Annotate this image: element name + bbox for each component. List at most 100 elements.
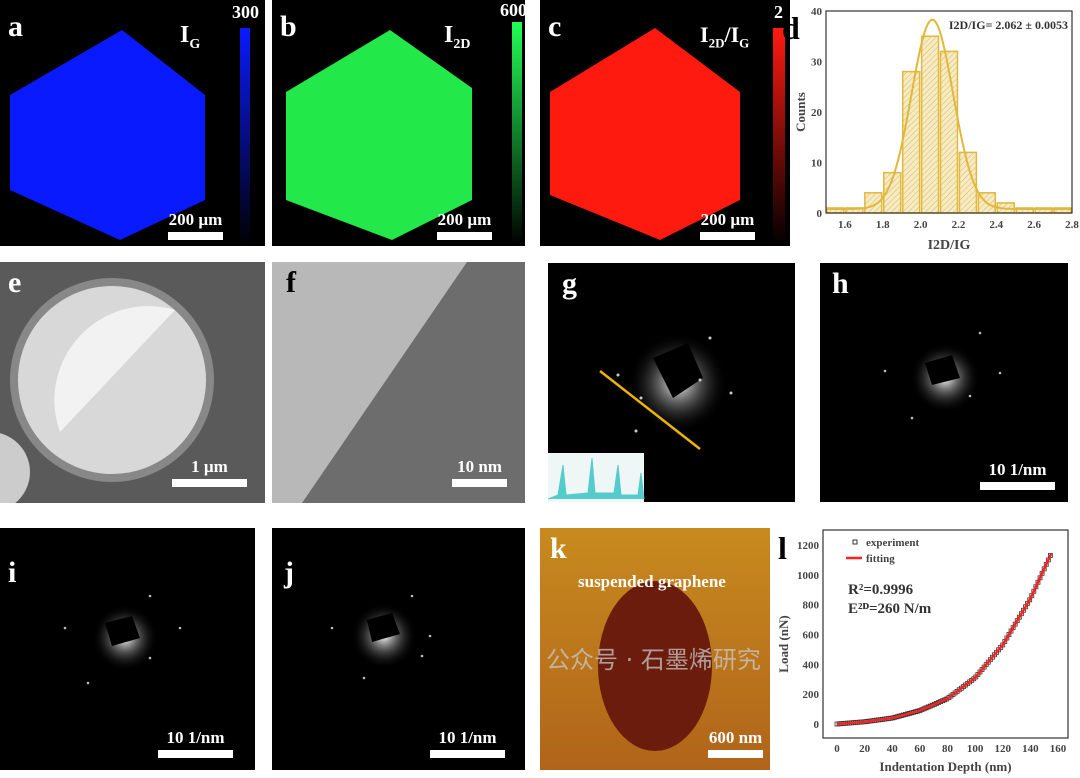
scale-bar-line xyxy=(708,750,763,758)
scale-label: 10 1/nm xyxy=(438,728,497,747)
scale-bar: 10 nm xyxy=(452,457,507,487)
fit-result-title: I2D/IG= 2.062 ± 0.0053 xyxy=(949,18,1068,32)
panel-letter: e xyxy=(8,266,22,299)
panel-letter: c xyxy=(548,10,562,43)
y-axis-label: Counts xyxy=(793,92,808,132)
colorbar-max: 2 xyxy=(774,2,783,22)
panel-f: f 10 nm xyxy=(272,262,525,503)
map-label: I2D/IG xyxy=(700,22,749,51)
map-label: I2D xyxy=(444,22,470,53)
x-tick-label: 2.2 xyxy=(952,219,966,231)
panel-g: g xyxy=(548,263,795,502)
x-tick-label: 2.0 xyxy=(914,219,928,231)
x-tick-label: 20 xyxy=(859,743,871,755)
map-label-sub: 2D xyxy=(453,36,471,52)
scale-bar-line xyxy=(168,232,223,240)
y-tick-label: 200 xyxy=(803,689,820,701)
x-tick-label: 160 xyxy=(1050,743,1067,755)
scale-bar-line xyxy=(430,750,505,758)
annotation-modulus: E²ᴰ=260 N/m xyxy=(848,601,932,617)
diffraction-pattern xyxy=(330,594,432,680)
map-label-sub: 2D xyxy=(708,35,725,51)
legend-marker-experiment xyxy=(852,539,858,545)
panel-letter: k xyxy=(550,532,567,565)
x-tick-label: 40 xyxy=(887,743,899,755)
scale-bar-line xyxy=(172,479,247,487)
ig-map xyxy=(10,30,205,240)
panel-j: j 10 1/nm xyxy=(272,528,525,770)
colorbar-max: 300 xyxy=(232,2,259,22)
scale-bar: 200 µm xyxy=(168,210,223,240)
annotation: suspended graphene xyxy=(578,572,726,591)
x-tick-label: 60 xyxy=(914,743,926,755)
y-tick-label: 1200 xyxy=(797,540,820,552)
panel-letter: j xyxy=(284,556,294,589)
legend-label: experiment xyxy=(866,537,919,549)
x-tick-label: 100 xyxy=(967,743,984,755)
scale-bar-line xyxy=(437,232,492,240)
annotation-r2: R²=0.9996 xyxy=(848,582,914,598)
panel-letter: a xyxy=(8,10,23,43)
scale-label: 200 µm xyxy=(700,210,755,229)
plot-frame xyxy=(822,529,1069,739)
plot-frame xyxy=(825,10,1073,214)
diffraction-pattern xyxy=(63,594,182,685)
scale-bar-line xyxy=(700,232,755,240)
y-tick-label: 600 xyxy=(803,630,820,642)
x-tick-label: 0 xyxy=(834,743,840,755)
scale-bar: 10 1/nm xyxy=(158,728,233,758)
scale-label: 10 nm xyxy=(457,457,502,476)
scale-bar-line xyxy=(158,750,233,758)
profile-line xyxy=(599,370,701,450)
panel-letter: b xyxy=(280,10,297,43)
map-label-sub-2: G xyxy=(739,35,750,51)
i2d-map xyxy=(286,30,472,240)
panel-h: h 10 1/nm xyxy=(820,263,1068,502)
y-tick-label: 10 xyxy=(811,158,823,170)
colorbar xyxy=(773,28,785,246)
scale-bar-line xyxy=(980,482,1055,490)
afm-image xyxy=(598,581,712,751)
x-tick-label: 2.4 xyxy=(989,219,1003,231)
x-tick-label: 1.6 xyxy=(838,219,852,231)
x-tick-label: 2.6 xyxy=(1027,219,1041,231)
y-tick-label: 20 xyxy=(811,107,823,119)
panel-b: b I2D 600 200 µm xyxy=(272,0,525,246)
scale-label: 10 1/nm xyxy=(166,728,225,747)
tem-image xyxy=(0,278,214,503)
scale-label: 10 1/nm xyxy=(988,460,1047,479)
panel-c: c I2D/IG 2 200 µm xyxy=(540,0,790,246)
y-tick-label: 1000 xyxy=(797,570,820,582)
gaussian-fit-line xyxy=(825,18,1072,210)
scale-bar-line xyxy=(452,479,507,487)
suspended-region xyxy=(598,581,712,751)
scale-bar: 10 1/nm xyxy=(980,460,1055,490)
panel-letter: g xyxy=(562,267,577,300)
fitting-line xyxy=(836,553,1053,726)
x-tick-label: 120 xyxy=(995,743,1012,755)
panel-letter: h xyxy=(832,267,849,300)
colorbar xyxy=(240,28,250,246)
flake-hexagon xyxy=(10,30,205,240)
scale-label: 200 µm xyxy=(437,210,492,229)
histogram-chart: 1.6 1.8 2.0 2.2 2.4 2.6 2.8 0 10 20 30 40 I2D/IG Coun… xyxy=(793,6,1079,253)
scale-label: 600 nm xyxy=(708,728,763,747)
panel-i: i 10 1/nm xyxy=(0,528,255,770)
scale-bar: 10 1/nm xyxy=(430,728,505,758)
colorbar xyxy=(512,22,522,246)
ratio-map xyxy=(550,28,740,240)
scale-bar: 600 nm xyxy=(708,728,763,758)
map-label: IG xyxy=(180,22,200,53)
panel-e: e 1 µm xyxy=(0,262,265,503)
panel-a: a IG 300 200 µm xyxy=(0,0,265,246)
x-tick-label: 2.8 xyxy=(1065,219,1079,231)
scale-bar: 1 µm xyxy=(172,457,247,487)
y-tick-label: 40 xyxy=(811,6,823,18)
diffraction-pattern xyxy=(548,333,733,502)
map-label-main: I xyxy=(180,22,190,48)
y-tick-label: 30 xyxy=(811,57,823,69)
scale-bar: 200 µm xyxy=(437,210,492,240)
colorbar-max: 600 xyxy=(500,0,525,20)
